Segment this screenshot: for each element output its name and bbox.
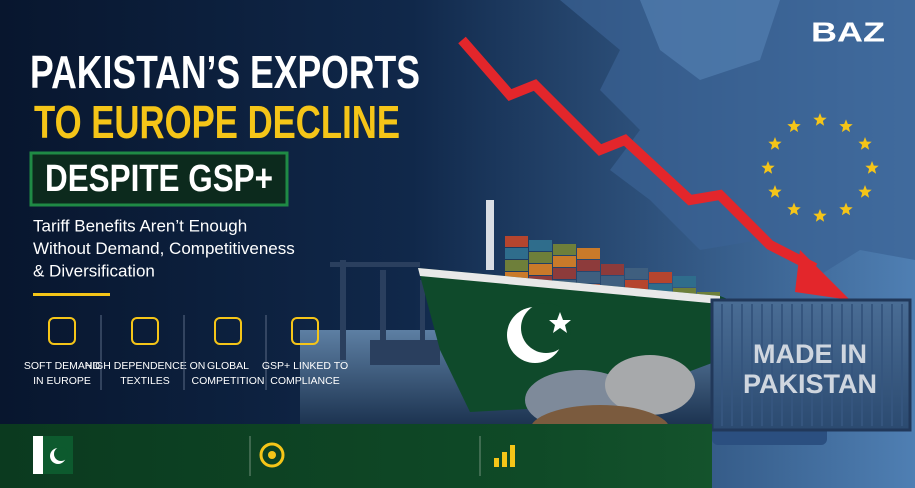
flag <box>33 436 43 474</box>
flag <box>54 447 68 461</box>
subtitle: Tariff Benefits Aren’t Enough <box>33 216 247 235</box>
factor-label: COMPETITION <box>192 375 265 387</box>
eu-stars <box>761 113 879 222</box>
factor-label: IN EUROPE <box>33 375 91 387</box>
container-stack <box>529 240 552 251</box>
port-cranes <box>330 260 440 365</box>
eu-star <box>839 119 853 133</box>
factor-label: GSP+ LINKED TO <box>262 360 348 372</box>
container-stack <box>553 268 576 279</box>
factor-label: SOFT DEMAND <box>24 360 101 372</box>
container-stack <box>577 272 600 283</box>
container-stack <box>577 260 600 271</box>
container-stack <box>529 252 552 263</box>
factor-label: COMPLIANCE <box>270 375 339 387</box>
decline-arrow <box>458 36 818 273</box>
eu-star <box>787 202 801 216</box>
container-label: MADE IN <box>753 339 867 369</box>
factor-label: TEXTILES <box>120 375 170 387</box>
eu-star <box>858 185 872 198</box>
eu-star <box>768 137 782 150</box>
factor-icon <box>291 317 319 345</box>
target-icon <box>268 451 276 459</box>
container-stack <box>601 264 624 275</box>
factor-icon <box>48 317 76 345</box>
container-stack <box>649 284 672 295</box>
eu-star <box>761 161 775 174</box>
container-stack <box>649 272 672 283</box>
container-stack <box>625 280 648 291</box>
factor-icon <box>214 317 242 345</box>
container-stack <box>601 276 624 287</box>
factor-label: GLOBAL <box>207 360 249 372</box>
container-stack <box>673 276 696 287</box>
europe-map <box>560 0 915 275</box>
subtitle: Without Demand, Competitiveness <box>33 239 295 258</box>
eu-star <box>813 209 827 222</box>
badge-box <box>29 151 289 207</box>
factor-label: HIGH DEPENDENCE ON <box>85 360 206 372</box>
eu-star <box>858 137 872 150</box>
eu-star <box>839 202 853 216</box>
container-stack <box>553 244 576 255</box>
container-stack <box>553 256 576 267</box>
subtitle: & Diversification <box>33 261 155 280</box>
container-stack <box>625 268 648 279</box>
headline: TO EUROPE DECLINE <box>34 96 400 148</box>
container-stack <box>577 248 600 259</box>
container-stack <box>529 264 552 275</box>
factor-icon <box>131 317 159 345</box>
target-icon <box>259 442 285 468</box>
container-stack <box>505 236 528 247</box>
logo: BAZ <box>811 16 885 47</box>
container-label: PAKISTAN <box>743 369 877 399</box>
badge: DESPITE GSP+ <box>45 158 273 200</box>
container-stack <box>505 260 528 271</box>
footer-bar <box>0 424 712 488</box>
headline: PAKISTAN’S EXPORTS <box>30 46 420 98</box>
container-stack <box>505 248 528 259</box>
divider <box>33 293 110 296</box>
growth-icon <box>494 445 515 467</box>
eu-star <box>813 113 827 126</box>
decline-arrowhead <box>795 250 850 300</box>
eu-star <box>865 161 879 174</box>
eu-star <box>787 119 801 133</box>
eu-star <box>768 185 782 198</box>
europe-map <box>640 0 780 80</box>
